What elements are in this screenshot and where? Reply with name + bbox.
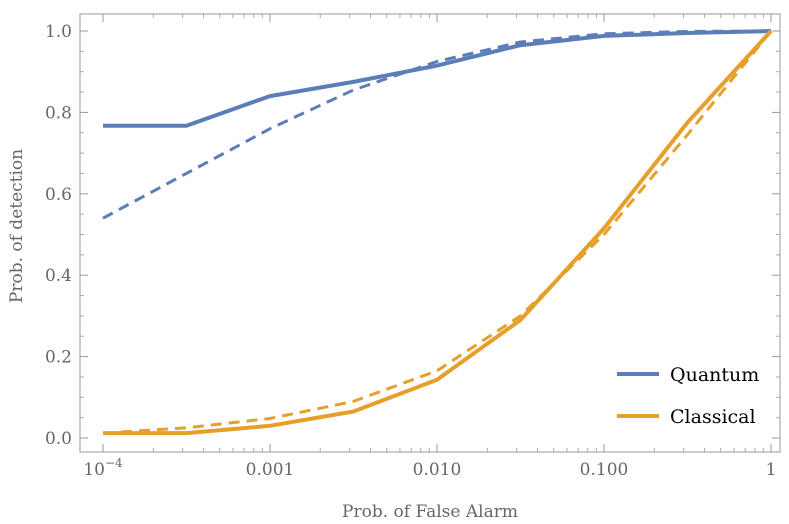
x-axis-label: Prob. of False Alarm [342,502,518,522]
series-line-quantum [103,29,772,128]
legend-label-classical: Classical [670,406,756,428]
x-tick-label: 10−4 [83,456,123,480]
y-tick-label: 0.0 [45,429,72,449]
y-tick-label: 0.2 [45,348,72,368]
tick-marks: 0.0 0.2 0.4 0.6 0.8 1.0 10−4 0.001 0.010 0.100 1 [45,14,780,480]
x-tick-label: 1 [766,460,777,480]
legend: Quantum Classical [617,364,759,428]
series-line-quantum-dashed [102,29,772,220]
series-line-classical-dashed [102,30,773,435]
x-tick-label-base: 10 [83,460,105,480]
legend-label-quantum: Quantum [670,364,759,386]
y-axis-label: Prob. of detection [7,149,27,303]
x-tick-label: 0.100 [580,460,629,480]
plot-frame [79,13,781,453]
data-series [102,29,773,436]
x-tick-label: 0.001 [246,460,295,480]
y-tick-label: 0.6 [45,185,72,205]
series-line-classical [103,29,773,436]
x-tick-label: 0.010 [413,460,462,480]
x-tick-label-exponent: −4 [105,456,123,470]
y-tick-label: 0.4 [45,266,72,286]
y-tick-label: 1.0 [45,22,72,42]
y-tick-label: 0.8 [45,103,72,123]
